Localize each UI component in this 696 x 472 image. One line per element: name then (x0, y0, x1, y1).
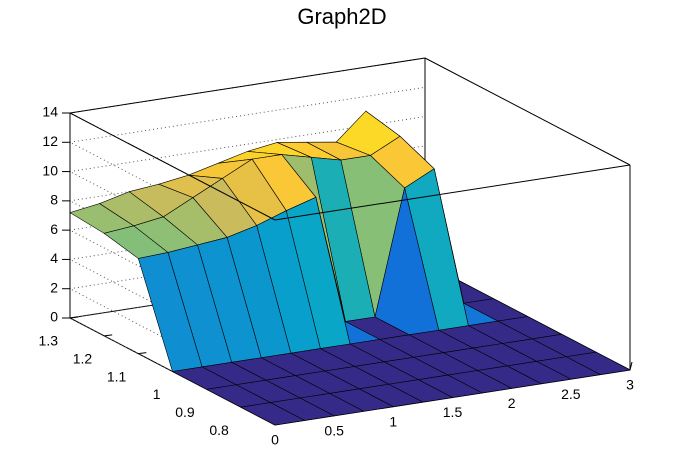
grid-line (69, 171, 276, 280)
x-tick-label: 1 (389, 413, 397, 429)
y-tick-label: 1.2 (73, 351, 93, 367)
y-tick-label: 1.1 (107, 368, 127, 384)
x-tick-label: 0 (271, 432, 279, 448)
x-tick-label: 0.5 (324, 423, 344, 439)
z-tick-label: 10 (42, 162, 58, 178)
box-edge (69, 57, 426, 114)
grid-line (69, 141, 276, 250)
z-tick-label: 12 (42, 133, 58, 149)
x-tick-label: 2 (508, 395, 516, 411)
z-tick-label: 8 (50, 192, 58, 208)
z-tick-label: 6 (50, 221, 58, 237)
surface-cell (239, 402, 306, 426)
box-edge (274, 164, 631, 221)
x-tick-label: 1.5 (443, 404, 463, 420)
y-tick-label: 1.3 (39, 333, 59, 349)
z-tick-label: 14 (42, 104, 58, 120)
y-tick-label: 0.9 (175, 404, 195, 420)
box-edge (424, 57, 631, 166)
grid-line (69, 288, 276, 397)
y-tick (104, 334, 113, 337)
y-tick-label: 1 (153, 386, 161, 402)
z-tick-label: 0 (50, 309, 58, 325)
x-tick-label: 2.5 (561, 386, 581, 402)
box-edge (69, 112, 276, 221)
chart-title: Graph2D (297, 4, 386, 29)
x-tick-label: 3 (626, 377, 634, 393)
z-tick-label: 4 (50, 250, 58, 266)
grid-line (69, 229, 276, 338)
y-tick (138, 352, 147, 355)
grid-line (69, 258, 276, 367)
y-tick (69, 316, 79, 319)
y-tick-label: 0.8 (209, 422, 229, 438)
z-tick-label: 2 (50, 279, 58, 295)
